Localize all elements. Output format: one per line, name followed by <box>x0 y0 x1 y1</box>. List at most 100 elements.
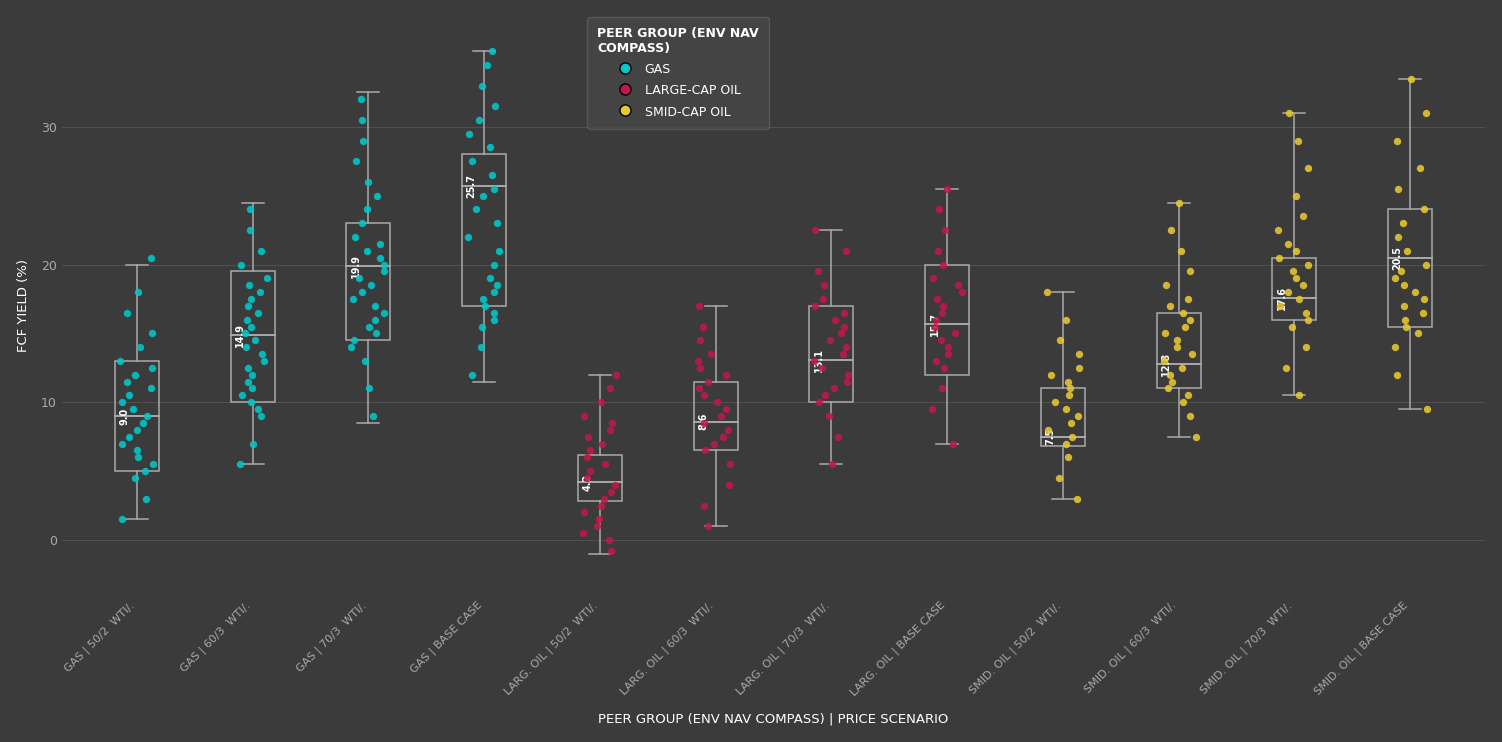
Point <box>125 424 149 436</box>
Point <box>132 465 156 477</box>
Point <box>354 203 379 215</box>
Point <box>921 403 945 415</box>
Point <box>698 348 722 360</box>
Point <box>237 203 261 215</box>
Point <box>1166 341 1190 353</box>
Point <box>350 286 374 298</box>
Point <box>1296 162 1320 174</box>
Point <box>577 431 601 443</box>
Point <box>692 417 716 429</box>
Point <box>1295 341 1319 353</box>
Point <box>1170 362 1194 374</box>
Point <box>1178 410 1202 422</box>
Point <box>110 513 134 525</box>
Point <box>360 410 385 422</box>
Point <box>1066 348 1090 360</box>
Point <box>457 128 481 139</box>
Y-axis label: FCF YIELD (%): FCF YIELD (%) <box>17 260 30 352</box>
Point <box>246 306 270 318</box>
Point <box>802 300 826 312</box>
Point <box>826 431 850 443</box>
Point <box>820 459 844 470</box>
Point <box>589 499 613 511</box>
Point <box>128 341 152 353</box>
Point <box>1154 279 1178 291</box>
Point <box>1035 286 1059 298</box>
Bar <box>1157 312 1200 389</box>
Point <box>478 272 502 284</box>
Point <box>936 348 960 360</box>
Point <box>249 348 273 360</box>
Point <box>461 369 485 381</box>
Point <box>482 306 506 318</box>
Point <box>123 369 147 381</box>
Point <box>599 486 623 498</box>
Point <box>598 383 622 395</box>
Point <box>482 183 506 194</box>
Point <box>925 293 949 305</box>
Point <box>949 286 973 298</box>
Point <box>688 362 712 374</box>
Point <box>487 245 511 257</box>
Point <box>1391 217 1415 229</box>
Point <box>924 355 948 367</box>
Point <box>686 355 710 367</box>
Point <box>1056 375 1080 387</box>
Point <box>1047 472 1071 484</box>
Point <box>344 155 368 167</box>
Point <box>249 410 273 422</box>
Point <box>1172 396 1196 408</box>
Point <box>572 410 596 422</box>
Point <box>701 438 725 450</box>
Point <box>356 176 380 188</box>
Point <box>1038 369 1062 381</box>
Bar <box>925 265 969 375</box>
Point <box>1152 355 1176 367</box>
Point <box>924 314 948 326</box>
Point <box>473 300 497 312</box>
Point <box>596 534 620 546</box>
Point <box>1413 107 1437 119</box>
Point <box>1394 321 1418 332</box>
Point <box>936 341 960 353</box>
Text: 17.6: 17.6 <box>1277 286 1287 309</box>
Point <box>1154 327 1178 339</box>
Point <box>482 100 506 112</box>
Point <box>1395 245 1419 257</box>
Point <box>1268 300 1292 312</box>
Point <box>695 375 719 387</box>
Point <box>590 438 614 450</box>
Text: 20.5: 20.5 <box>1392 246 1403 269</box>
Point <box>372 266 397 278</box>
Point <box>252 355 276 367</box>
Point <box>1059 417 1083 429</box>
Point <box>718 459 742 470</box>
Point <box>342 335 366 347</box>
Point <box>1068 362 1092 374</box>
Point <box>131 417 155 429</box>
Point <box>357 383 382 395</box>
Point <box>1054 403 1078 415</box>
Point <box>467 114 491 126</box>
Point <box>715 424 739 436</box>
Point <box>811 279 835 291</box>
Point <box>1056 451 1080 463</box>
Point <box>365 190 389 202</box>
Point <box>807 396 831 408</box>
Text: 9.0: 9.0 <box>119 407 129 424</box>
Point <box>1292 279 1316 291</box>
X-axis label: PEER GROUP (ENV NAV COMPASS) | PRICE SCENARIO: PEER GROUP (ENV NAV COMPASS) | PRICE SCE… <box>598 712 949 726</box>
Legend: GAS, LARGE-CAP OIL, SMID-CAP OIL: GAS, LARGE-CAP OIL, SMID-CAP OIL <box>587 17 769 128</box>
Text: 13.1: 13.1 <box>814 347 825 372</box>
Point <box>1286 134 1310 146</box>
Point <box>1296 259 1320 271</box>
Point <box>1277 107 1301 119</box>
Point <box>1048 335 1072 347</box>
Point <box>692 390 716 401</box>
Point <box>1057 390 1081 401</box>
Point <box>482 286 506 298</box>
Point <box>135 410 159 422</box>
Point <box>1284 245 1308 257</box>
Point <box>236 375 260 387</box>
Point <box>925 245 949 257</box>
